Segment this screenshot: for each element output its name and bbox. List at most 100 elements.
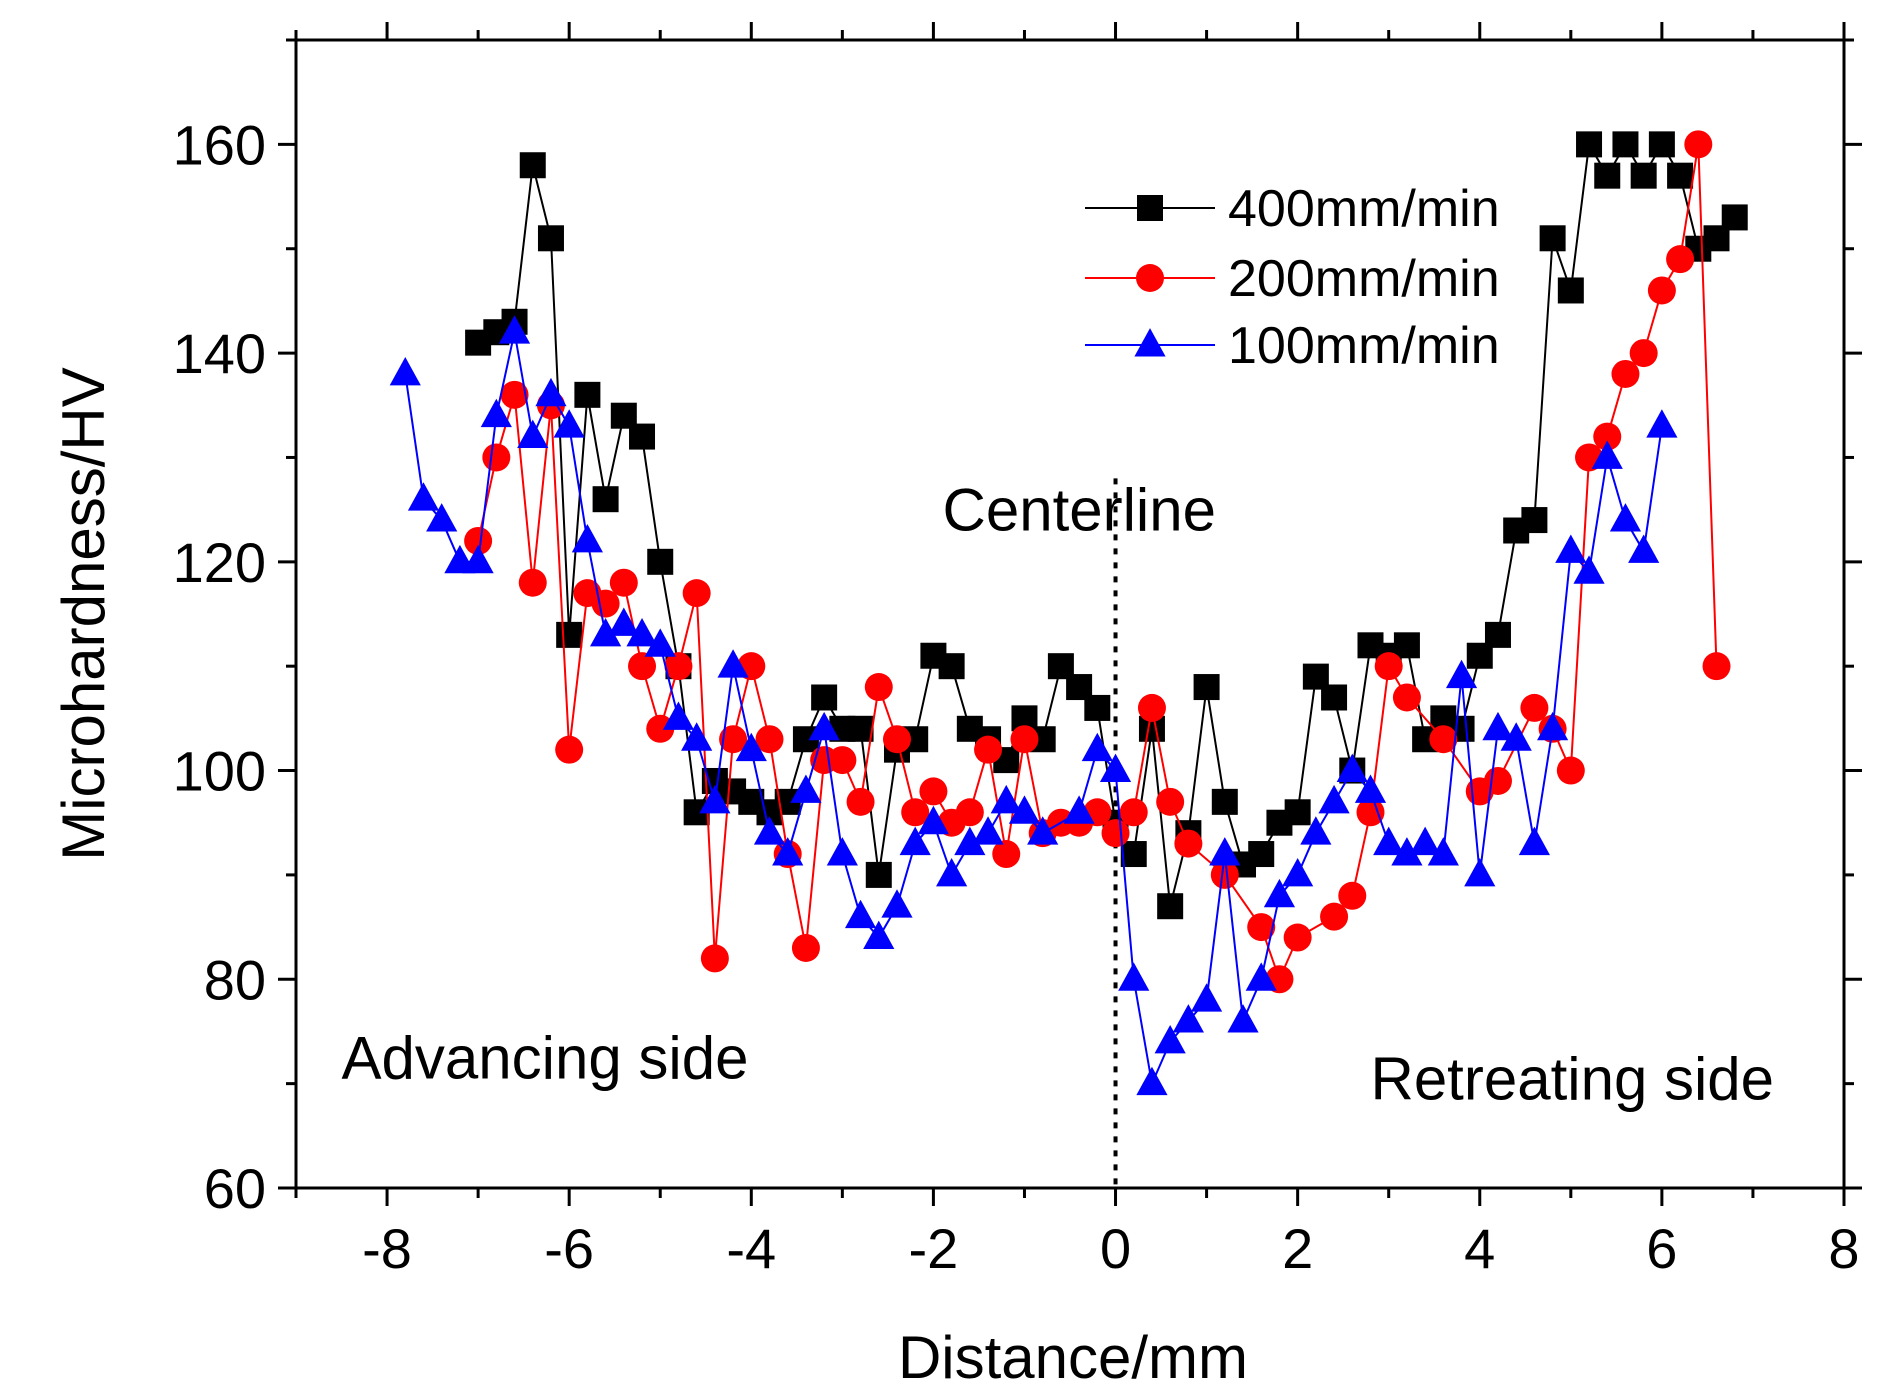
data-point bbox=[1027, 816, 1059, 845]
data-point bbox=[1391, 837, 1423, 866]
data-point bbox=[1445, 659, 1478, 689]
data-point bbox=[1537, 711, 1569, 741]
data-point bbox=[936, 857, 968, 887]
data-point bbox=[719, 725, 748, 754]
data-point bbox=[992, 840, 1021, 869]
data-point bbox=[772, 837, 804, 866]
data-point bbox=[517, 419, 549, 449]
data-point bbox=[990, 784, 1022, 814]
data-point bbox=[664, 652, 693, 681]
data-point bbox=[1518, 826, 1550, 856]
data-point bbox=[389, 357, 421, 386]
data-point bbox=[1248, 841, 1275, 868]
y-tick-label: 80 bbox=[204, 948, 266, 1011]
data-point bbox=[1356, 798, 1385, 827]
legend-label: 400mm/min bbox=[1228, 180, 1500, 238]
data-point bbox=[1081, 732, 1113, 762]
data-point bbox=[1667, 162, 1694, 189]
data-point bbox=[1354, 774, 1387, 803]
data-point bbox=[1120, 841, 1147, 868]
data-point bbox=[1612, 131, 1639, 158]
data-point bbox=[1211, 788, 1238, 815]
y-tick-label: 140 bbox=[173, 322, 266, 385]
data-point bbox=[1576, 131, 1603, 158]
data-point bbox=[828, 746, 857, 775]
data-point bbox=[791, 933, 820, 962]
data-point bbox=[954, 826, 986, 856]
data-point bbox=[1263, 878, 1296, 908]
data-point bbox=[917, 805, 950, 835]
y-tick-label: 60 bbox=[204, 1157, 266, 1220]
y-tick-label: 160 bbox=[173, 113, 266, 176]
data-point bbox=[790, 774, 822, 803]
data-point bbox=[1008, 795, 1041, 824]
annotation-retreating: Retreating side bbox=[1370, 1045, 1774, 1112]
data-point bbox=[755, 725, 784, 754]
data-point bbox=[1573, 555, 1605, 584]
data-point bbox=[844, 899, 877, 929]
data-point bbox=[1630, 162, 1657, 189]
data-point bbox=[646, 714, 675, 743]
data-point bbox=[974, 735, 1003, 764]
data-point bbox=[1227, 1004, 1259, 1033]
data-point bbox=[556, 621, 583, 648]
data-point bbox=[1482, 711, 1514, 741]
data-point bbox=[1300, 816, 1332, 845]
data-point bbox=[1137, 693, 1166, 722]
x-tick-label: 2 bbox=[1282, 1217, 1313, 1280]
y-tick-label: 120 bbox=[173, 531, 266, 594]
series-200mm/min bbox=[464, 130, 1731, 994]
data-point bbox=[647, 548, 674, 575]
data-point bbox=[628, 652, 657, 681]
data-point bbox=[1283, 923, 1312, 952]
annotation-advancing: Advancing side bbox=[342, 1024, 749, 1091]
data-point bbox=[1190, 983, 1223, 1012]
data-point bbox=[1392, 683, 1421, 712]
y-tick-label: 100 bbox=[173, 740, 266, 803]
data-point bbox=[1282, 857, 1314, 887]
data-point bbox=[735, 732, 767, 762]
data-point bbox=[1084, 694, 1111, 721]
data-point bbox=[519, 152, 546, 179]
data-point bbox=[1156, 787, 1185, 816]
data-point bbox=[407, 482, 440, 511]
data-point bbox=[535, 377, 567, 407]
annotations: Centerline Advancing side Retreating side bbox=[342, 477, 1775, 1113]
data-point bbox=[1464, 857, 1496, 887]
data-point bbox=[863, 920, 895, 949]
data-point bbox=[1629, 339, 1658, 368]
data-point bbox=[1520, 693, 1549, 722]
data-point bbox=[482, 443, 511, 472]
data-point bbox=[537, 225, 564, 252]
data-point bbox=[426, 503, 458, 532]
data-point bbox=[1157, 893, 1184, 920]
data-point bbox=[1154, 1024, 1186, 1054]
data-point bbox=[590, 617, 622, 647]
data-point bbox=[681, 722, 713, 751]
data-point bbox=[1611, 359, 1640, 388]
x-tick-label: -2 bbox=[909, 1217, 959, 1280]
data-point bbox=[518, 568, 547, 597]
axes-layer: -8 -6 -4 -2 0 2 4 6 8 60 80 100 120 140 160 bbox=[173, 22, 1862, 1280]
legend-marker bbox=[1136, 264, 1164, 292]
data-point bbox=[1119, 798, 1148, 827]
x-tick-label: 6 bbox=[1646, 1217, 1677, 1280]
data-point bbox=[1666, 245, 1695, 274]
data-point bbox=[1539, 225, 1566, 252]
data-point bbox=[1393, 632, 1420, 659]
data-point bbox=[1555, 534, 1587, 563]
data-point bbox=[1374, 652, 1403, 681]
data-point bbox=[629, 423, 656, 450]
data-point bbox=[1336, 753, 1368, 783]
plot-frame bbox=[294, 38, 1846, 1190]
data-point bbox=[901, 798, 930, 827]
data-point bbox=[1338, 881, 1367, 910]
x-tick-label: -4 bbox=[726, 1217, 776, 1280]
x-tick-label: -8 bbox=[362, 1217, 412, 1280]
data-point bbox=[571, 524, 603, 553]
data-point bbox=[1500, 722, 1532, 751]
data-point bbox=[882, 725, 911, 754]
data-point bbox=[1646, 409, 1678, 438]
data-point bbox=[1628, 534, 1660, 563]
data-point bbox=[808, 711, 840, 741]
